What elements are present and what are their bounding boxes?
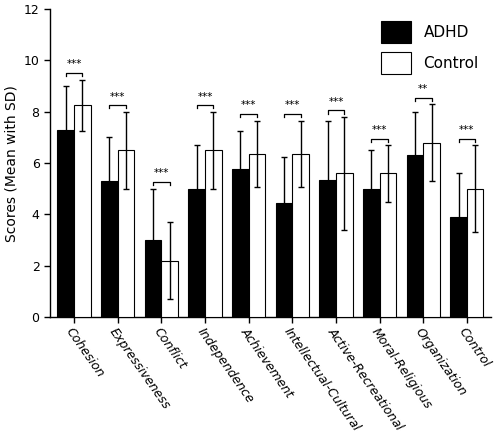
Legend: ADHD, Control: ADHD, Control	[376, 17, 484, 78]
Text: ***: ***	[198, 92, 212, 102]
Bar	[320, 180, 336, 317]
Bar	[363, 189, 380, 317]
Text: ***: ***	[328, 97, 344, 106]
Text: ***: ***	[284, 100, 300, 110]
Bar	[118, 150, 134, 317]
Bar	[58, 130, 74, 317]
Text: ***: ***	[154, 169, 169, 178]
Text: ***: ***	[372, 125, 388, 135]
Bar	[144, 240, 162, 317]
Bar	[232, 170, 248, 317]
Bar	[380, 173, 396, 317]
Bar	[423, 142, 440, 317]
Bar	[406, 155, 423, 317]
Text: ***: ***	[459, 125, 474, 135]
Bar	[336, 173, 352, 317]
Bar	[467, 189, 483, 317]
Bar	[450, 217, 467, 317]
Y-axis label: Scores (Mean with SD): Scores (Mean with SD)	[4, 85, 18, 241]
Bar	[248, 154, 265, 317]
Bar	[205, 150, 222, 317]
Bar	[292, 154, 309, 317]
Text: ***: ***	[66, 60, 82, 70]
Bar	[276, 203, 292, 317]
Text: ***: ***	[110, 92, 126, 102]
Text: **: **	[418, 84, 428, 94]
Text: ***: ***	[241, 100, 256, 110]
Bar	[101, 181, 117, 317]
Bar	[74, 106, 90, 317]
Bar	[162, 261, 178, 317]
Bar	[188, 189, 205, 317]
